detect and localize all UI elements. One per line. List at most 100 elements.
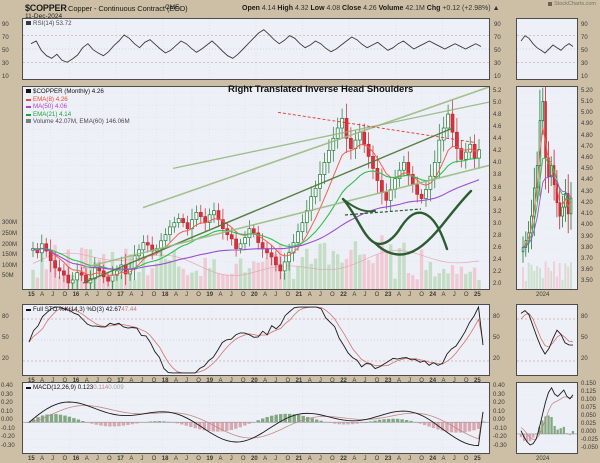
sto-mini-panel[interactable] [516, 304, 578, 376]
axis-tick: -0.30 [493, 442, 507, 449]
axis-tick: 5.00 [581, 110, 593, 117]
axis-tick: 3.70 [581, 255, 593, 262]
axis-tick: 20 [581, 356, 588, 362]
x-axis-tick: J [363, 456, 367, 462]
x-axis-tick: 17 [117, 292, 124, 298]
x-axis-tick: O [151, 456, 157, 462]
axis-tick: 30 [2, 61, 9, 67]
axis-tick: 4.6 [493, 124, 502, 131]
x-axis-tick: 25 [474, 378, 481, 384]
symbol-exchange: CME [165, 4, 180, 11]
x-axis-tick: A [396, 378, 401, 384]
x-axis-tick: J [452, 292, 456, 298]
x-axis-tick: J [95, 292, 99, 298]
x-axis-tick: A [173, 378, 178, 384]
chart-header: $COPPER Copper - Continuous Contract (EO… [0, 0, 600, 22]
x-axis-tick: A [441, 378, 446, 384]
low-label: Low [310, 5, 325, 12]
axis-tick: 80 [2, 314, 9, 320]
x-axis-tick: J [229, 456, 233, 462]
axis-tick: 20 [2, 356, 9, 362]
x-axis-tick: O [196, 456, 201, 462]
price-panel[interactable] [22, 86, 490, 290]
x-axis-tick: 20 [251, 292, 258, 298]
axis-tick: -0.10 [493, 425, 507, 432]
pattern-annotation: Right Translated Inverse Head Shoulders [228, 84, 414, 95]
axis-tick: -0.20 [493, 434, 507, 441]
price-series-icon [26, 89, 31, 93]
x-axis-tick: 25 [474, 292, 481, 298]
x-axis-tick: O [374, 378, 380, 384]
x-axis-tick: A [218, 456, 223, 462]
x-axis-tick: J [274, 378, 278, 384]
axis-tick: 4.90 [581, 121, 593, 128]
x-axis-tick: O [285, 456, 291, 462]
x-axis-tick: 16 [72, 292, 80, 298]
close-label: Close [342, 5, 362, 12]
axis-tick: 2.6 [493, 244, 502, 251]
x-axis-tick: J [408, 456, 412, 462]
x-axis-tick: J [185, 456, 189, 462]
axis-tick: 0.075 [581, 405, 597, 412]
axis-tick: 3.8 [493, 172, 502, 179]
axis-tick: 3.2 [493, 208, 502, 215]
x-axis-tick: O [374, 456, 380, 462]
axis-tick: 90 [494, 22, 501, 28]
x-axis-tick: J [274, 456, 278, 462]
macd-legend-main: MACD(12,26,9) [33, 384, 76, 391]
axis-tick: 150M [2, 252, 18, 259]
axis-tick: 50 [581, 48, 588, 54]
sto-swatch-icon [26, 309, 31, 311]
x-axis-tick: 22 [340, 456, 347, 462]
macd-mini-plot [517, 385, 577, 451]
x-axis-tick: J [318, 292, 322, 298]
x-axis-tick: 24 [429, 292, 437, 298]
x-axis-tick: A [263, 292, 268, 298]
macd-legend: MACD(12,26,9) 0.1230.1140.009 [26, 384, 124, 392]
axis-tick: 4.00 [581, 222, 593, 229]
x-axis-tick: A [352, 292, 357, 298]
axis-tick: 50 [2, 335, 9, 341]
x-axis-tick: J [408, 378, 412, 384]
axis-tick: 10 [2, 74, 9, 80]
macd-legend-hist: 0.009 [108, 384, 124, 391]
axis-tick: 90 [581, 22, 588, 28]
sto-mini-plot [517, 310, 577, 362]
ohlc-bar: Open 4.14 High 4.32 Low 4.08 Close 4.26 … [242, 5, 500, 12]
macd-mini-panel[interactable] [516, 382, 578, 454]
x-axis-tick: O [463, 378, 469, 384]
axis-tick: 3.4 [493, 196, 502, 203]
axis-tick: 3.80 [581, 244, 593, 251]
x-axis-tick: 15 [28, 378, 35, 384]
x-axis-tick: 16 [72, 378, 80, 384]
x-axis-tick: 20 [251, 378, 258, 384]
axis-tick: 5.2 [493, 88, 502, 95]
x-axis-tick: 24 [429, 456, 437, 462]
macd-swatch-icon [26, 387, 31, 389]
high-value: 4.32 [294, 5, 309, 12]
x-axis-tick: J [95, 378, 99, 384]
macd-panel[interactable] [22, 382, 490, 454]
x-axis-tick: A [129, 456, 134, 462]
sto-panel[interactable] [22, 304, 490, 376]
axis-tick: 5.10 [581, 98, 593, 105]
x-axis-tick: A [396, 456, 401, 462]
rsi-panel[interactable] [22, 18, 490, 80]
x-axis-tick: 23 [384, 456, 392, 462]
axis-tick: 4.70 [581, 143, 593, 150]
axis-tick: 10 [581, 74, 588, 80]
axis-tick: 100M [2, 262, 18, 269]
rsi-mini-panel[interactable] [516, 18, 578, 80]
x-axis-tick: 22 [340, 378, 347, 384]
axis-tick: 30 [494, 61, 501, 67]
x-axis-tick: O [285, 378, 291, 384]
ma50-swatch-icon [26, 106, 31, 109]
x-axis-tick: J [363, 292, 367, 298]
axis-tick: 10 [494, 74, 501, 80]
price-mini-panel[interactable] [516, 86, 578, 290]
high-label: High [277, 5, 293, 12]
low-value: 4.08 [326, 5, 341, 12]
volume-label: Volume [378, 5, 404, 12]
quote-date: 11-Dec-2024 [25, 13, 63, 20]
x-axis-tick: A [352, 378, 357, 384]
